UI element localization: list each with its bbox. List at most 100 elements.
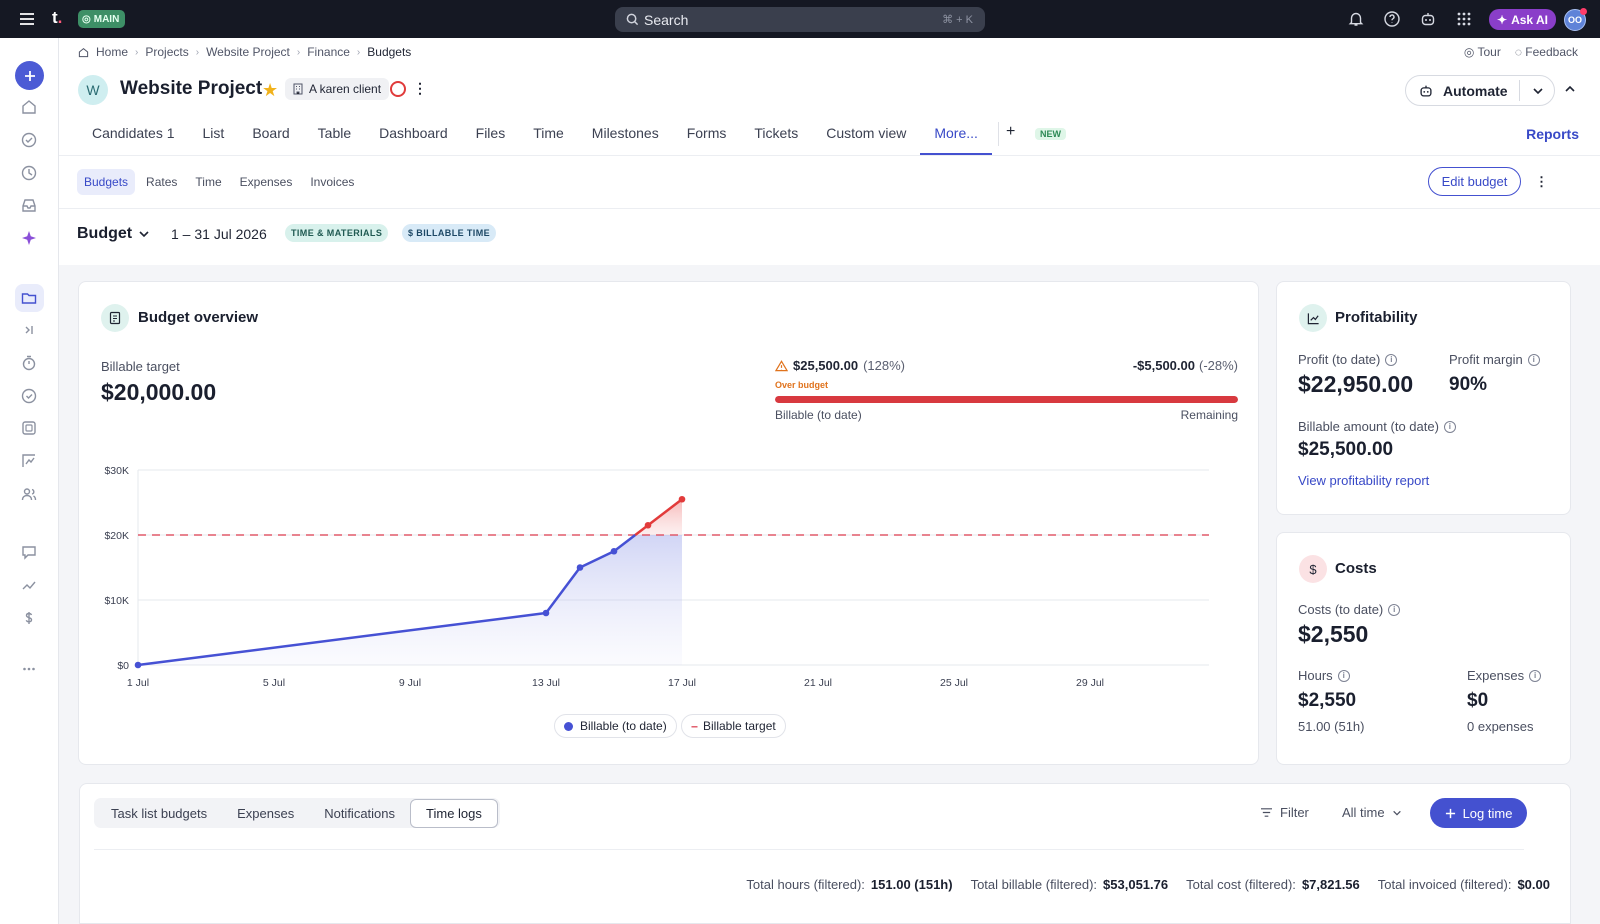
breadcrumb-projects[interactable]: Projects bbox=[145, 45, 189, 59]
ai-sparkle-icon[interactable] bbox=[20, 229, 38, 247]
tab-time-logs[interactable]: Time logs bbox=[410, 798, 498, 828]
robot-icon bbox=[1420, 85, 1432, 97]
totals-row: Total hours (filtered): 151.00 (151h) Tot… bbox=[746, 877, 1550, 892]
date-range-select[interactable]: All time bbox=[1342, 805, 1402, 820]
y-tick-label: $20K bbox=[104, 530, 129, 542]
apps-grid-icon[interactable] bbox=[1455, 10, 1473, 28]
create-plus-button[interactable] bbox=[15, 61, 44, 90]
star-icon[interactable]: ★ bbox=[262, 80, 279, 100]
tab-custom-view[interactable]: Custom view bbox=[826, 125, 907, 141]
subtab-rates[interactable]: Rates bbox=[146, 175, 178, 189]
add-view-plus-icon[interactable]: + bbox=[1006, 123, 1016, 140]
project-header: Home › Projects › Website Project › Fina… bbox=[59, 38, 1600, 265]
budget-date-range: 1 – 31 Jul 2026 bbox=[171, 226, 267, 242]
filter-icon bbox=[1261, 808, 1272, 817]
project-avatar: W bbox=[78, 75, 108, 105]
left-sidebar bbox=[0, 38, 59, 924]
workspace-badge[interactable]: ◎ MAIN bbox=[78, 10, 126, 28]
breadcrumb-separator: › bbox=[296, 46, 301, 58]
tab-forms[interactable]: Forms bbox=[686, 125, 727, 141]
help-icon[interactable] bbox=[1383, 10, 1401, 28]
more-dots-icon[interactable] bbox=[20, 660, 38, 678]
profitability-card: Profitability Profit (to date) i $22,950.… bbox=[1276, 281, 1571, 515]
inbox-icon[interactable] bbox=[20, 196, 38, 214]
chevron-down-icon bbox=[139, 231, 149, 238]
people-icon[interactable] bbox=[20, 485, 38, 503]
subtab-time[interactable]: Time bbox=[195, 175, 222, 189]
tab-more[interactable]: More... bbox=[920, 120, 992, 155]
divider bbox=[94, 849, 1524, 850]
profitability-report-link[interactable]: View profitability report bbox=[1298, 473, 1430, 488]
clock-icon[interactable] bbox=[20, 164, 38, 182]
legend-billable[interactable]: Billable (to date) bbox=[554, 714, 677, 738]
timer-icon[interactable] bbox=[20, 354, 38, 372]
time-logs-panel: Task list budgets Expenses Notifications… bbox=[79, 783, 1571, 924]
chevron-up-icon[interactable] bbox=[1564, 83, 1576, 95]
tab-milestones[interactable]: Milestones bbox=[591, 125, 659, 141]
x-tick-label: 9 Jul bbox=[399, 677, 421, 689]
subtab-budgets[interactable]: Budgets bbox=[77, 169, 136, 195]
info-icon[interactable]: i bbox=[1385, 353, 1398, 366]
tab-candidates[interactable]: Candidates 1 bbox=[92, 125, 175, 141]
subtab-expenses[interactable]: Expenses bbox=[239, 175, 293, 189]
subtab-invoices[interactable]: Invoices bbox=[310, 175, 355, 189]
tab-time[interactable]: Time bbox=[533, 125, 564, 141]
breadcrumb: Home › Projects › Website Project › Fina… bbox=[78, 45, 411, 59]
expenses-sub: 0 expenses bbox=[1467, 719, 1534, 734]
expand-sidebar-icon[interactable] bbox=[20, 321, 38, 339]
tab-expenses[interactable]: Expenses bbox=[237, 805, 295, 821]
tab-notifications[interactable]: Notifications bbox=[324, 805, 396, 821]
info-icon[interactable]: i bbox=[1527, 353, 1540, 366]
costs-label: Costs (to date) i bbox=[1298, 602, 1401, 617]
ask-ai-button[interactable]: ✦ Ask AI bbox=[1489, 9, 1556, 30]
tab-list[interactable]: List bbox=[202, 125, 225, 141]
chat-icon[interactable] bbox=[20, 543, 38, 561]
feedback-link[interactable]: ◌ Feedback bbox=[1514, 45, 1578, 59]
x-tick-label: 17 Jul bbox=[668, 677, 696, 689]
status-ring-icon[interactable] bbox=[390, 81, 406, 97]
reports-link[interactable]: Reports bbox=[1526, 126, 1579, 142]
filter-button[interactable]: Filter bbox=[1260, 805, 1309, 820]
insights-icon[interactable] bbox=[20, 576, 38, 594]
budget-options-icon[interactable]: ⋮ bbox=[1535, 174, 1548, 189]
tab-files[interactable]: Files bbox=[475, 125, 506, 141]
chevron-down-icon bbox=[1392, 810, 1401, 816]
breadcrumb-website-project[interactable]: Website Project bbox=[206, 45, 290, 59]
tab-task-list-budgets[interactable]: Task list budgets bbox=[111, 805, 208, 821]
total-hours: Total hours (filtered): 151.00 (151h) bbox=[746, 877, 953, 892]
folder-icon[interactable] bbox=[20, 289, 38, 307]
info-icon[interactable]: i bbox=[1443, 420, 1456, 433]
check-circle-icon[interactable] bbox=[20, 131, 38, 149]
dollar-icon[interactable] bbox=[20, 609, 38, 627]
budget-selector[interactable]: Budget bbox=[77, 225, 150, 243]
breadcrumb-finance[interactable]: Finance bbox=[307, 45, 350, 59]
breadcrumb-home[interactable]: Home bbox=[96, 45, 129, 59]
legend-target[interactable]: -- Billable target bbox=[681, 714, 786, 738]
finance-subtabs: Budgets Rates Time Expenses Invoices bbox=[77, 169, 361, 195]
user-avatar[interactable]: OO bbox=[1564, 8, 1587, 31]
tasks-check-icon[interactable] bbox=[20, 387, 38, 405]
tab-tickets[interactable]: Tickets bbox=[754, 125, 799, 141]
client-badge[interactable]: A karen client bbox=[285, 78, 390, 100]
hamburger-menu-icon[interactable] bbox=[18, 10, 36, 28]
tab-board[interactable]: Board bbox=[252, 125, 290, 141]
billable-amount: $25,500.00 bbox=[793, 358, 859, 373]
tab-table[interactable]: Table bbox=[317, 125, 352, 141]
info-icon[interactable]: i bbox=[1388, 603, 1401, 616]
tour-link[interactable]: ◎ Tour bbox=[1463, 45, 1501, 59]
info-icon[interactable]: i bbox=[1529, 669, 1542, 682]
home-icon[interactable] bbox=[20, 98, 38, 116]
search-bar[interactable]: Search ⌘ + K bbox=[615, 7, 985, 32]
reports-icon[interactable] bbox=[20, 452, 38, 470]
portfolio-icon[interactable] bbox=[20, 419, 38, 437]
robot-icon[interactable] bbox=[1419, 10, 1437, 28]
tab-dashboard[interactable]: Dashboard bbox=[379, 125, 448, 141]
info-icon[interactable]: i bbox=[1337, 669, 1350, 682]
project-options-icon[interactable]: ⋮ bbox=[413, 80, 427, 96]
bell-icon[interactable] bbox=[1347, 10, 1365, 28]
app-logo[interactable]: t. bbox=[52, 8, 63, 27]
chevron-down-icon[interactable] bbox=[1532, 85, 1544, 97]
automate-button[interactable]: Automate bbox=[1405, 75, 1555, 106]
edit-budget-button[interactable]: Edit budget bbox=[1428, 167, 1521, 196]
log-time-button[interactable]: Log time bbox=[1430, 798, 1527, 828]
